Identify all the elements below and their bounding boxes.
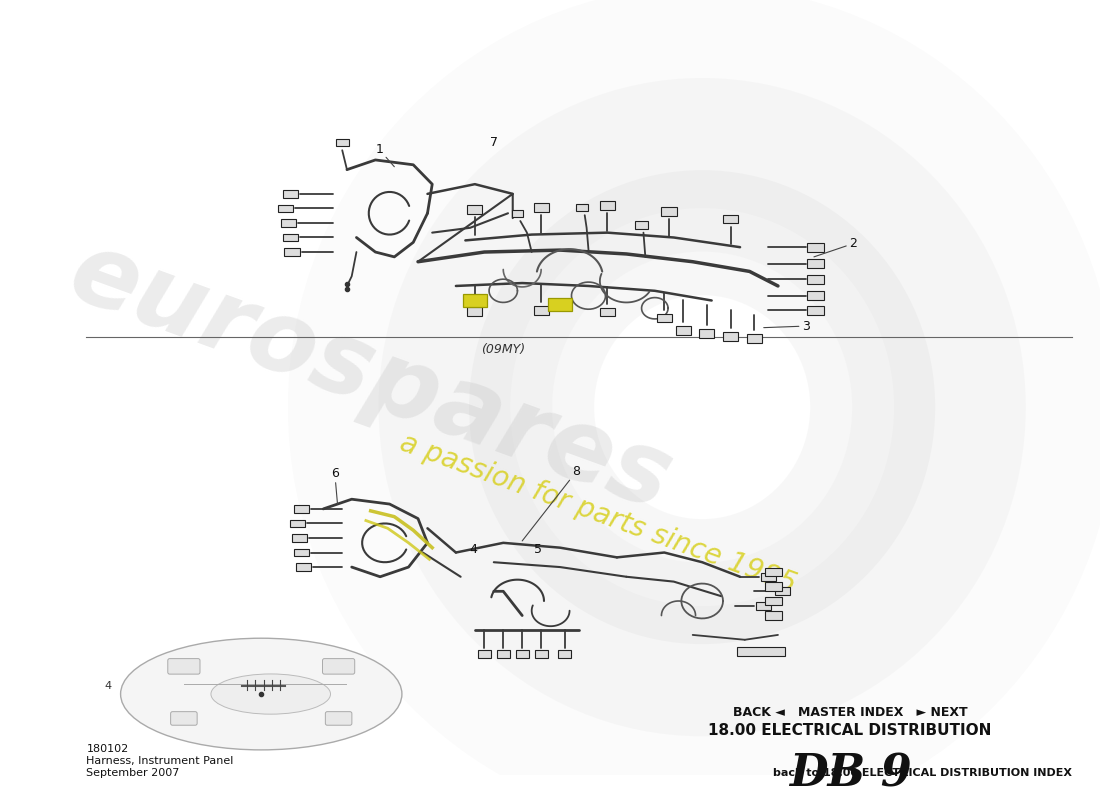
Bar bbox=[468, 205, 483, 214]
Text: 4: 4 bbox=[104, 682, 111, 691]
Text: 180102: 180102 bbox=[87, 745, 129, 754]
Bar bbox=[516, 650, 529, 658]
Bar bbox=[776, 587, 790, 595]
Bar bbox=[764, 582, 782, 591]
Bar bbox=[723, 214, 738, 223]
Bar bbox=[283, 234, 298, 242]
Bar bbox=[737, 646, 784, 656]
FancyBboxPatch shape bbox=[326, 712, 352, 726]
Text: 4: 4 bbox=[470, 542, 477, 555]
Bar bbox=[807, 291, 824, 300]
Bar bbox=[807, 259, 824, 268]
Text: (09MY): (09MY) bbox=[481, 343, 525, 356]
Bar bbox=[600, 201, 615, 210]
Bar bbox=[675, 326, 691, 335]
Text: BACK ◄   MASTER INDEX   ► NEXT: BACK ◄ MASTER INDEX ► NEXT bbox=[733, 706, 967, 718]
Bar bbox=[296, 563, 311, 571]
Bar bbox=[635, 221, 648, 229]
Ellipse shape bbox=[121, 638, 402, 750]
Bar bbox=[534, 203, 549, 212]
Text: 7: 7 bbox=[491, 136, 498, 149]
Text: September 2007: September 2007 bbox=[87, 768, 180, 778]
Bar bbox=[764, 611, 782, 620]
Bar bbox=[747, 334, 762, 342]
Bar bbox=[807, 306, 824, 314]
Bar bbox=[496, 650, 510, 658]
Text: 1: 1 bbox=[375, 143, 394, 166]
Text: 6: 6 bbox=[331, 467, 339, 504]
Bar bbox=[548, 298, 572, 310]
Bar bbox=[294, 505, 309, 513]
Bar bbox=[294, 549, 309, 557]
FancyBboxPatch shape bbox=[170, 712, 197, 726]
Bar bbox=[600, 308, 615, 317]
Bar bbox=[558, 650, 572, 658]
Bar bbox=[468, 306, 483, 315]
Bar bbox=[283, 190, 298, 198]
FancyBboxPatch shape bbox=[168, 658, 200, 674]
Text: back to 18.00 ELECTRICAL DISTRIBUTION INDEX: back to 18.00 ELECTRICAL DISTRIBUTION IN… bbox=[772, 768, 1071, 778]
Bar bbox=[285, 248, 299, 256]
Bar bbox=[661, 207, 676, 216]
Text: Harness, Instrument Panel: Harness, Instrument Panel bbox=[87, 756, 234, 766]
Bar bbox=[764, 597, 782, 606]
Text: DB 9: DB 9 bbox=[789, 752, 911, 795]
Text: 2: 2 bbox=[814, 237, 857, 257]
Ellipse shape bbox=[211, 674, 330, 714]
Bar bbox=[761, 573, 777, 581]
Bar bbox=[278, 205, 293, 212]
Bar bbox=[336, 138, 349, 146]
Bar bbox=[512, 210, 524, 217]
Bar bbox=[807, 243, 824, 251]
Text: 8: 8 bbox=[522, 465, 581, 541]
Bar bbox=[535, 650, 548, 658]
Bar bbox=[462, 294, 487, 306]
Text: 3: 3 bbox=[763, 319, 810, 333]
Bar bbox=[292, 534, 307, 542]
FancyBboxPatch shape bbox=[322, 658, 354, 674]
Bar bbox=[290, 519, 306, 527]
Bar bbox=[807, 275, 824, 283]
Bar bbox=[576, 204, 587, 211]
Bar bbox=[280, 219, 296, 227]
Text: 5: 5 bbox=[534, 542, 541, 555]
Bar bbox=[700, 329, 715, 338]
Text: eurospares: eurospares bbox=[57, 224, 684, 532]
Bar bbox=[477, 650, 491, 658]
Bar bbox=[764, 567, 782, 576]
Text: 18.00 ELECTRICAL DISTRIBUTION: 18.00 ELECTRICAL DISTRIBUTION bbox=[708, 722, 991, 738]
Bar bbox=[756, 602, 771, 610]
Bar bbox=[534, 306, 549, 314]
Bar bbox=[657, 314, 672, 322]
Bar bbox=[723, 332, 738, 341]
Text: a passion for parts since 1985: a passion for parts since 1985 bbox=[396, 429, 800, 598]
